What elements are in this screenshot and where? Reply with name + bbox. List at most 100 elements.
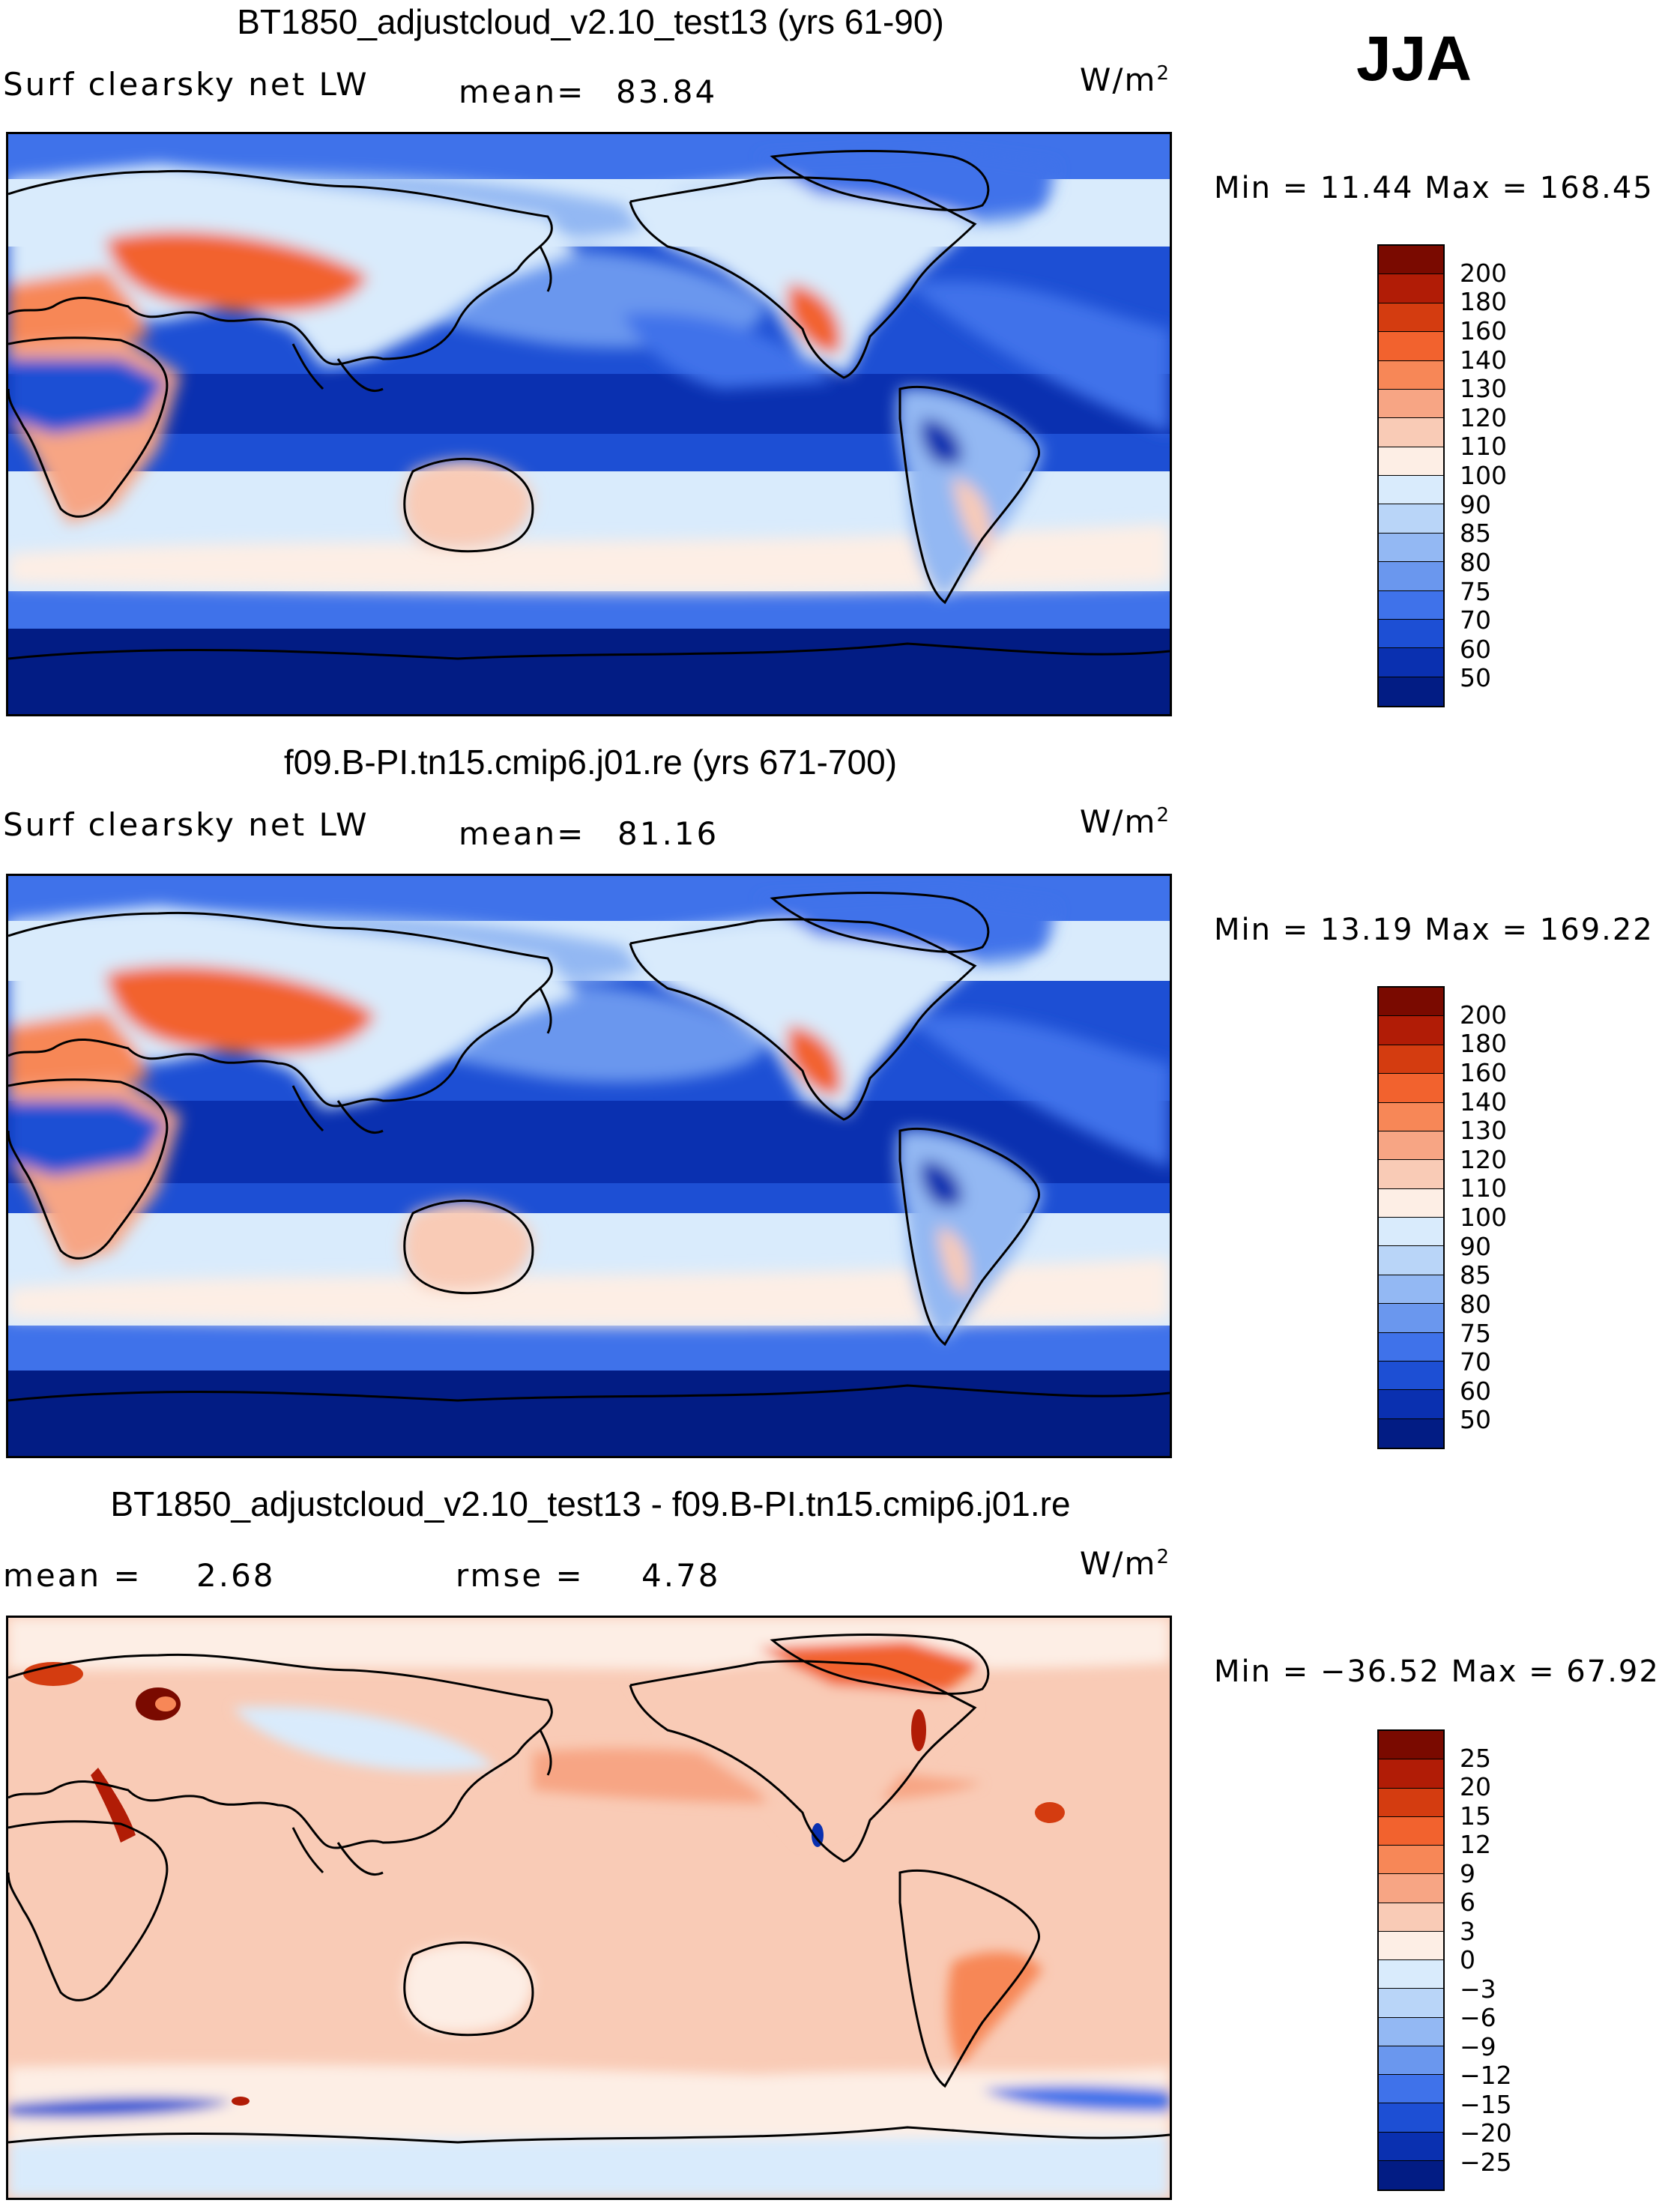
colorbar-level-label: 12 xyxy=(1460,1830,1491,1859)
panel-2-variable-label: Surf clearsky net LW xyxy=(3,806,369,843)
panel-1-map xyxy=(6,132,1172,716)
colorbar-level-label: −6 xyxy=(1460,2003,1496,2032)
panel-2-mean-label: mean= xyxy=(459,815,586,852)
colorbar-level-label: 85 xyxy=(1460,1260,1491,1290)
colorbar-segment xyxy=(1379,447,1443,476)
colorbar-level-label: 120 xyxy=(1460,402,1507,432)
colorbar-segment xyxy=(1379,2160,1443,2190)
colorbar-segment xyxy=(1379,1332,1443,1362)
colorbar-segment xyxy=(1379,274,1443,303)
panel-1-title: BT1850_adjustcloud_v2.10_test13 (yrs 61-… xyxy=(237,2,944,41)
colorbar-level-label: 60 xyxy=(1460,634,1491,664)
colorbar-level-label: 60 xyxy=(1460,1376,1491,1406)
colorbar-level-label: 50 xyxy=(1460,1405,1491,1435)
colorbar-level-label: 9 xyxy=(1460,1858,1475,1888)
colorbar-segment xyxy=(1379,1246,1443,1275)
colorbar-segment xyxy=(1379,1304,1443,1333)
colorbar-segment xyxy=(1379,1390,1443,1419)
colorbar-segment xyxy=(1379,1218,1443,1247)
colorbar-segment xyxy=(1379,476,1443,505)
colorbar-segment xyxy=(1379,1074,1443,1103)
colorbar-segment xyxy=(1379,677,1443,706)
colorbar-level-label: 180 xyxy=(1460,287,1507,317)
panel-2-title: f09.B-PI.tn15.cmip6.j01.re (yrs 671-700) xyxy=(283,743,898,782)
colorbar-level-label: 130 xyxy=(1460,374,1507,404)
colorbar-level-label: −15 xyxy=(1460,2089,1512,2119)
colorbar-segment xyxy=(1379,1846,1443,1875)
panel-3-colorbar xyxy=(1377,1729,1445,2191)
colorbar-level-label: 3 xyxy=(1460,1916,1475,1946)
colorbar-level-label: 80 xyxy=(1460,1289,1491,1319)
colorbar-segment xyxy=(1379,1275,1443,1305)
colorbar-segment xyxy=(1379,2017,1443,2046)
colorbar-segment xyxy=(1379,533,1443,563)
colorbar-segment xyxy=(1379,619,1443,649)
colorbar-segment xyxy=(1379,1160,1443,1189)
panel-3-minmax: Min = −36.52 Max = 67.92 xyxy=(1214,1654,1660,1689)
colorbar-level-label: 75 xyxy=(1460,1318,1491,1348)
colorbar-segment xyxy=(1379,360,1443,390)
colorbar-segment xyxy=(1379,562,1443,591)
panel-3-map xyxy=(6,1616,1172,2200)
panel-3-title: BT1850_adjustcloud_v2.10_test13 - f09.B-… xyxy=(110,1484,1071,1523)
colorbar-level-label: 50 xyxy=(1460,663,1491,693)
colorbar-segment xyxy=(1379,1102,1443,1131)
colorbar-level-label: 180 xyxy=(1460,1029,1507,1059)
colorbar-level-label: 70 xyxy=(1460,605,1491,635)
colorbar-level-label: 160 xyxy=(1460,1057,1507,1087)
panel-2-mean-value: 81.16 xyxy=(617,815,719,852)
panel-1-colorbar xyxy=(1377,244,1445,707)
colorbar-level-label: −20 xyxy=(1460,2118,1512,2148)
colorbar-segment xyxy=(1379,988,1443,1017)
colorbar-level-label: 110 xyxy=(1460,1173,1507,1203)
panel-1-mean-value: 83.84 xyxy=(616,73,718,110)
colorbar-segment xyxy=(1379,1045,1443,1075)
panel-2-minmax: Min = 13.19 Max = 169.22 xyxy=(1214,913,1654,947)
season-label: JJA xyxy=(1356,23,1472,94)
panel-1-units: W/m2 xyxy=(1079,61,1170,98)
colorbar-segment xyxy=(1379,1759,1443,1789)
panel-1-variable-label: Surf clearsky net LW xyxy=(3,66,369,103)
panel-3-rmse-label: rmse = xyxy=(456,1557,584,1594)
colorbar-level-label: 110 xyxy=(1460,432,1507,462)
panel-3-mean-label: mean = xyxy=(3,1557,142,1594)
colorbar-segment xyxy=(1379,2075,1443,2104)
colorbar-level-label: 130 xyxy=(1460,1116,1507,1146)
colorbar-level-label: 100 xyxy=(1460,461,1507,490)
panel-1-minmax: Min = 11.44 Max = 168.45 xyxy=(1214,171,1654,205)
colorbar-segment xyxy=(1379,1960,1443,1989)
colorbar-segment xyxy=(1379,1731,1443,1760)
colorbar-level-label: −9 xyxy=(1460,2031,1496,2061)
colorbar-segment xyxy=(1379,648,1443,677)
colorbar-level-label: 70 xyxy=(1460,1347,1491,1377)
panel-1-mean-label: mean= xyxy=(459,73,586,110)
colorbar-segment xyxy=(1379,1188,1443,1218)
colorbar-level-label: 200 xyxy=(1460,258,1507,288)
colorbar-level-label: 80 xyxy=(1460,547,1491,577)
panel-2-colorbar xyxy=(1377,986,1445,1449)
colorbar-level-label: 0 xyxy=(1460,1945,1475,1974)
colorbar-level-label: −12 xyxy=(1460,2061,1512,2090)
colorbar-level-label: 140 xyxy=(1460,345,1507,375)
colorbar-level-label: 200 xyxy=(1460,1000,1507,1030)
colorbar-level-label: 20 xyxy=(1460,1772,1491,1801)
colorbar-segment xyxy=(1379,1131,1443,1161)
colorbar-segment xyxy=(1379,332,1443,361)
colorbar-segment xyxy=(1379,1874,1443,1903)
colorbar-segment xyxy=(1379,303,1443,333)
colorbar-level-label: 90 xyxy=(1460,489,1491,519)
colorbar-segment xyxy=(1379,1361,1443,1391)
panel-2-map xyxy=(6,874,1172,1458)
colorbar-segment xyxy=(1379,2103,1443,2133)
colorbar-segment xyxy=(1379,2046,1443,2075)
colorbar-level-label: 100 xyxy=(1460,1203,1507,1232)
colorbar-segment xyxy=(1379,1788,1443,1817)
panel-3-mean-value: 2.68 xyxy=(196,1557,276,1594)
colorbar-segment xyxy=(1379,1989,1443,2018)
colorbar-level-label: 25 xyxy=(1460,1743,1491,1773)
colorbar-level-label: 140 xyxy=(1460,1087,1507,1116)
colorbar-segment xyxy=(1379,389,1443,419)
colorbar-segment xyxy=(1379,504,1443,534)
colorbar-segment xyxy=(1379,590,1443,620)
panel-3-units: W/m2 xyxy=(1079,1545,1170,1582)
